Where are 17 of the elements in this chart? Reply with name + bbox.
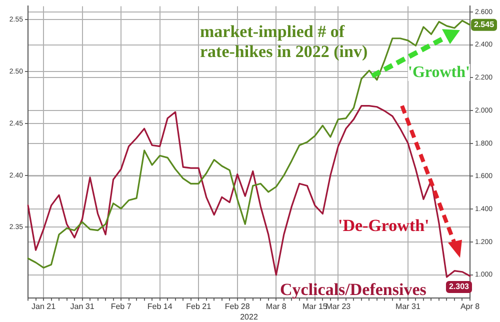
annotation: 'Growth' bbox=[408, 64, 470, 82]
x-tick-label: Jan 31 bbox=[70, 302, 95, 311]
x-tick-label: Feb 7 bbox=[110, 302, 132, 311]
legend-label: Cyclicals/Defensives bbox=[280, 280, 426, 300]
x-axis-title: 2022 bbox=[240, 312, 258, 322]
x-tick-label: Feb 14 bbox=[147, 302, 173, 311]
data-label: 2.545 bbox=[474, 20, 495, 30]
x-tick-label: Feb 28 bbox=[224, 302, 250, 311]
x-tick-label: Jan 21 bbox=[31, 302, 56, 311]
data-label: 2.303 bbox=[448, 282, 470, 292]
series-label: market-implied # of rate-hikes in 2022 (inv) bbox=[200, 22, 369, 62]
x-tick-label: Mar 31 bbox=[396, 302, 421, 311]
x-tick-label: Mar 8 bbox=[266, 302, 287, 311]
x-tick-label: Mar 23 bbox=[326, 302, 352, 311]
annotation: 'De-Growth' bbox=[338, 216, 430, 236]
x-tick-label: Apr 8 bbox=[460, 302, 480, 311]
x-tick-label: Feb 21 bbox=[186, 302, 212, 311]
